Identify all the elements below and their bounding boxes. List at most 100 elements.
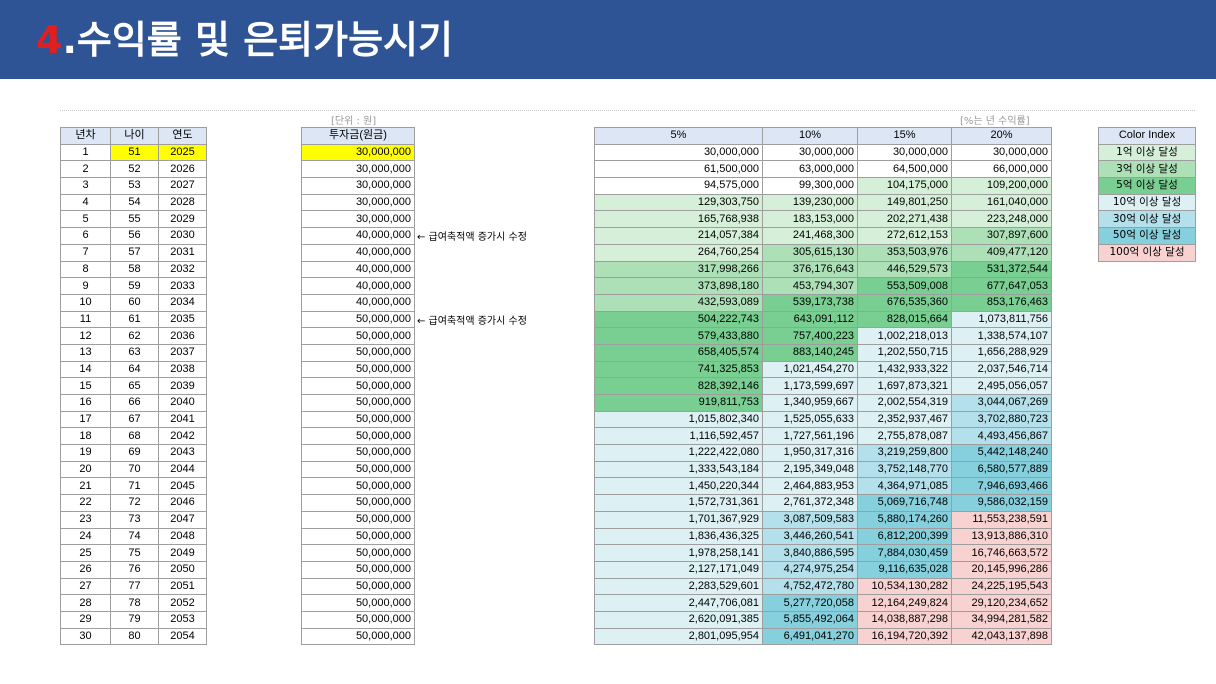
age-cell: 79	[110, 610, 159, 629]
age-cell: 62	[110, 327, 159, 345]
investment-cell: 30,000,000	[301, 193, 415, 212]
calendar-year-cell: 2045	[158, 477, 207, 496]
calendar-year-cell: 2051	[158, 577, 207, 596]
legend-row: 3억 이상 달성	[1098, 160, 1196, 179]
returns-table: 5% 10% 15% 20% 30,000,000 30,000,000 30,00…	[594, 127, 1052, 646]
investment-cell: 50,000,000	[301, 394, 415, 412]
table-row: 1 51 2025	[60, 143, 207, 162]
investment-cell: 50,000,000	[301, 510, 415, 529]
table-row: 7 57 2031	[60, 243, 207, 262]
return-5pct-cell: 1,450,220,344	[594, 477, 763, 496]
calendar-year-cell: 2038	[158, 360, 207, 379]
table-row: 17 67 2041	[60, 410, 207, 429]
table-row: 504,222,743 643,091,112 828,015,664 1,073,8…	[594, 310, 1052, 329]
return-20pct-cell: 531,372,544	[951, 260, 1052, 279]
title-banner	[0, 0, 1216, 79]
return-5pct-cell: 214,057,384	[594, 227, 763, 245]
return-20pct-cell: 677,647,053	[951, 277, 1052, 295]
return-15pct-cell: 3,752,148,770	[857, 460, 952, 479]
return-20pct-cell: 161,040,000	[951, 193, 1052, 212]
calendar-year-cell: 2047	[158, 510, 207, 529]
return-20pct-cell: 2,037,546,714	[951, 360, 1052, 379]
table-row: 264,760,254 305,615,130 353,503,976 409,477…	[594, 243, 1052, 262]
table-row: 30,000,000	[301, 177, 415, 195]
table-row: 50,000,000	[301, 527, 415, 546]
table-row: 50,000,000	[301, 494, 415, 512]
legend-row: 50억 이상 달성	[1098, 227, 1196, 245]
year-count-cell: 17	[60, 410, 111, 429]
table-row: 30,000,000	[301, 193, 415, 212]
year-count-cell: 5	[60, 210, 111, 229]
year-count-cell: 4	[60, 193, 111, 212]
return-10pct-cell: 3,840,886,595	[762, 544, 858, 562]
color-index-table: Color Index 1억 이상 달성 3억 이상 달성 5억 이상 달성 10억 …	[1098, 127, 1196, 262]
return-15pct-cell: 272,612,153	[857, 227, 952, 245]
table-row: 50,000,000	[301, 410, 415, 429]
return-20pct-cell: 5,442,148,240	[951, 444, 1052, 462]
unit-note: [단위 : 원]	[331, 116, 377, 127]
return-5pct-cell: 919,811,753	[594, 394, 763, 412]
year-count-cell: 23	[60, 510, 111, 529]
return-5pct-cell: 30,000,000	[594, 143, 763, 162]
table-row: 1,333,543,184 2,195,349,048 3,752,148,770 6…	[594, 460, 1052, 479]
return-15pct-cell: 2,755,878,087	[857, 427, 952, 446]
return-10pct-cell: 2,195,349,048	[762, 460, 858, 479]
year-count-cell: 12	[60, 327, 111, 345]
table-row: 658,405,574 883,140,245 1,202,550,715 1,656…	[594, 343, 1052, 362]
year-count-cell: 15	[60, 377, 111, 395]
legend-row: 10억 이상 달성	[1098, 193, 1196, 212]
calendar-year-cell: 2026	[158, 160, 207, 179]
investment-cell: 50,000,000	[301, 527, 415, 546]
table-row: 50,000,000	[301, 594, 415, 612]
table-row: 15 65 2039	[60, 377, 207, 395]
investment-cell: 30,000,000	[301, 177, 415, 195]
return-10pct-cell: 453,794,307	[762, 277, 858, 295]
age-cell: 80	[110, 627, 159, 646]
return-5pct-cell: 1,015,802,340	[594, 410, 763, 429]
color-index-item: 30억 이상 달성	[1098, 210, 1196, 229]
return-5pct-cell: 1,836,436,325	[594, 527, 763, 546]
calendar-year-cell: 2034	[158, 293, 207, 312]
return-5pct-cell: 432,593,089	[594, 293, 763, 312]
year-count-cell: 20	[60, 460, 111, 479]
calendar-year-cell: 2050	[158, 560, 207, 579]
table-row: 30,000,000	[301, 143, 415, 162]
table-row: 50,000,000	[301, 377, 415, 395]
return-5pct-cell: 61,500,000	[594, 160, 763, 179]
investment-cell: 50,000,000	[301, 494, 415, 512]
return-20pct-cell: 2,495,056,057	[951, 377, 1052, 395]
calendar-year-cell: 2044	[158, 460, 207, 479]
page-title: 4.수익률 및 은퇴가능시기	[36, 12, 453, 68]
table-row: 13 63 2037	[60, 343, 207, 362]
age-cell: 65	[110, 377, 159, 395]
investment-cell: 50,000,000	[301, 377, 415, 395]
year-count-cell: 2	[60, 160, 111, 179]
investment-cell: 40,000,000	[301, 260, 415, 279]
year-count-cell: 6	[60, 227, 111, 245]
age-cell: 69	[110, 444, 159, 462]
return-10pct-cell: 30,000,000	[762, 143, 858, 162]
year-count-cell: 10	[60, 293, 111, 312]
return-20pct-cell: 16,746,663,572	[951, 544, 1052, 562]
year-count-cell: 22	[60, 494, 111, 512]
calendar-year-cell: 2042	[158, 427, 207, 446]
table-row: 11 61 2035	[60, 310, 207, 329]
table-row: 26 76 2050	[60, 560, 207, 579]
year-count-cell: 11	[60, 310, 111, 329]
return-10pct-cell: 1,525,055,633	[762, 410, 858, 429]
color-index-item: 10억 이상 달성	[1098, 193, 1196, 212]
return-5pct-cell: 264,760,254	[594, 243, 763, 262]
table-row: 30,000,000	[301, 210, 415, 229]
year-count-cell: 27	[60, 577, 111, 596]
age-cell: 58	[110, 260, 159, 279]
return-20pct-cell: 29,120,234,652	[951, 594, 1052, 612]
table-row: 25 75 2049	[60, 544, 207, 562]
return-10pct-cell: 241,468,300	[762, 227, 858, 245]
table-row: 8 58 2032	[60, 260, 207, 279]
table-row: 1,572,731,361 2,761,372,348 5,069,716,748 9…	[594, 494, 1052, 512]
return-10pct-cell: 4,752,472,780	[762, 577, 858, 596]
legend-row: 30억 이상 달성	[1098, 210, 1196, 229]
return-15pct-cell: 149,801,250	[857, 193, 952, 212]
table-row: 214,057,384 241,468,300 272,612,153 307,897…	[594, 227, 1052, 245]
legend-row: 1억 이상 달성	[1098, 143, 1196, 162]
